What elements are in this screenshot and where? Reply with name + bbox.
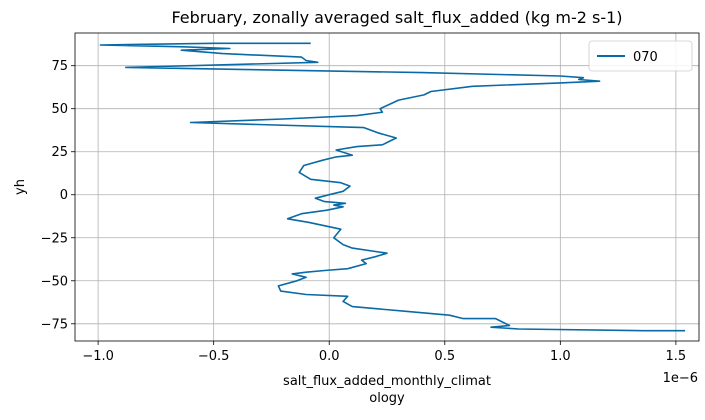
series-layer — [99, 42, 686, 332]
legend: 070 — [588, 40, 693, 72]
y-tick-label: 50 — [51, 102, 68, 117]
legend-series-label: 070 — [633, 50, 658, 65]
y-tick-label: 0 — [60, 188, 68, 203]
x-tick-label: 0.0 — [319, 349, 340, 364]
tick-layer: −1.0 −0.5 0.0 0.5 1.0 1.5 −75 −50 −25 0 25 50 75 — [41, 59, 687, 364]
x-offset-label: 1e−6 — [663, 371, 698, 386]
y-tick-label: 25 — [51, 145, 68, 160]
x-tick-label: 1.5 — [666, 349, 687, 364]
x-axis-label-line-1: salt_flux_added_monthly_climat — [283, 374, 491, 389]
plot-frame — [74, 32, 700, 342]
legend-box — [588, 40, 693, 72]
grid-layer — [75, 33, 699, 341]
chart-title: February, zonally averaged salt_flux_add… — [171, 8, 622, 28]
x-tick-label: −0.5 — [198, 349, 230, 364]
x-axis-label-line-2: ology — [369, 391, 405, 406]
x-tick-label: 1.0 — [550, 349, 571, 364]
series-line-070 — [99, 42, 686, 332]
x-tick-label: 0.5 — [434, 349, 455, 364]
y-tick-label: −75 — [41, 317, 68, 332]
y-tick-label: 75 — [51, 59, 68, 74]
x-tick-label: −1.0 — [82, 349, 114, 364]
y-axis-label: yh — [13, 179, 28, 195]
y-tick-label: −50 — [41, 274, 68, 289]
y-tick-label: −25 — [41, 231, 68, 246]
